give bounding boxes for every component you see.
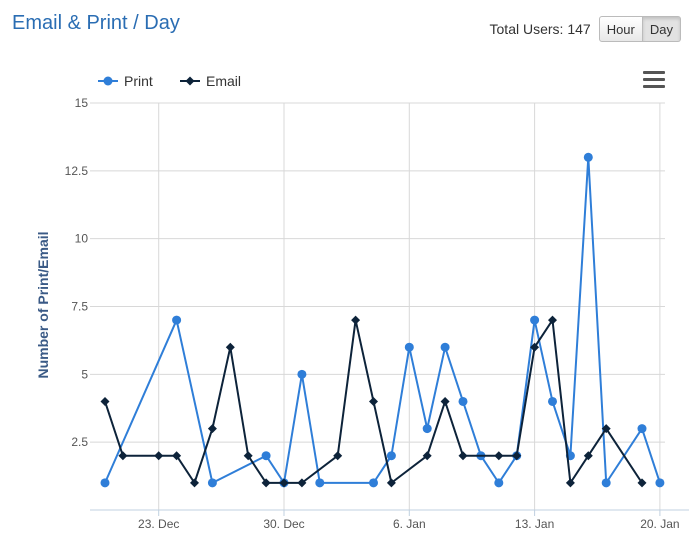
print-point (404, 342, 414, 352)
email-point (243, 451, 253, 461)
print-point (637, 424, 647, 434)
y-tick-label: 15 (75, 96, 89, 110)
series-line-print (104, 156, 661, 484)
period-toggle: Hour Day (598, 16, 681, 42)
x-tick-label: 13. Jan (515, 517, 554, 531)
email-point (458, 451, 468, 461)
print-point (530, 315, 540, 325)
print-point (261, 451, 271, 461)
email-point (548, 315, 557, 325)
legend-label-email: Email (206, 73, 241, 89)
email-point (118, 451, 128, 461)
email-point (351, 315, 361, 325)
email-point (100, 396, 110, 406)
email-point (386, 478, 396, 488)
email-point (637, 478, 647, 488)
print-point (583, 152, 593, 162)
hour-button[interactable]: Hour (598, 16, 643, 42)
print-point (386, 451, 396, 461)
print-point (440, 342, 450, 352)
legend-marker-email (185, 76, 195, 86)
email-point (261, 478, 271, 488)
email-point (333, 451, 343, 461)
x-tick-label: 6. Jan (393, 517, 426, 531)
email-point (440, 396, 450, 406)
toolbar: Total Users: 147 Hour Day (490, 16, 681, 42)
email-point (172, 451, 182, 461)
email-point (279, 478, 289, 488)
series-group (100, 152, 665, 488)
print-point (100, 478, 110, 488)
print-point (207, 478, 217, 488)
axes: 2.5 5 7.5 10 12.5 15 23. Dec 30. Dec 6. Jan 13. J… (65, 96, 689, 531)
email-point (565, 478, 575, 488)
email-point (154, 451, 164, 461)
email-point (601, 424, 611, 434)
legend: Print Email (98, 73, 241, 89)
y-tick-label: 10 (75, 232, 89, 246)
email-point (494, 451, 504, 461)
print-point (315, 478, 325, 488)
x-tick-label: 23. Dec (138, 517, 179, 531)
y-tick-label: 2.5 (71, 435, 88, 449)
print-point (172, 315, 182, 325)
email-point (207, 424, 217, 434)
day-button[interactable]: Day (642, 16, 681, 42)
email-point (422, 451, 432, 461)
print-point (494, 478, 504, 488)
email-point (530, 342, 540, 352)
total-users-label: Total Users: 147 (489, 21, 591, 37)
legend-label-print: Print (124, 73, 153, 89)
email-point (512, 451, 522, 461)
print-point (548, 396, 557, 406)
email-point (225, 342, 235, 352)
x-tick-label: 30. Dec (263, 517, 304, 531)
y-tick-label: 12.5 (65, 164, 89, 178)
email-point (583, 451, 593, 461)
email-point (297, 478, 307, 488)
x-tick-label: 20. Jan (640, 517, 679, 531)
print-point (297, 369, 307, 379)
hamburger-menu-icon[interactable] (643, 71, 665, 89)
chart-title: Email & Print / Day (12, 12, 180, 34)
legend-marker-print (103, 76, 113, 86)
print-point (601, 478, 611, 488)
y-axis-label: Number of Print/Email (35, 231, 51, 378)
print-point (369, 478, 378, 488)
email-point (190, 478, 199, 488)
series-line-email (104, 319, 643, 484)
print-point (655, 478, 665, 488)
grid (90, 102, 665, 510)
print-point (458, 396, 468, 406)
email-point (369, 396, 378, 406)
y-tick-label: 5 (81, 367, 88, 381)
y-tick-label: 7.5 (71, 300, 88, 314)
print-point (422, 424, 432, 434)
